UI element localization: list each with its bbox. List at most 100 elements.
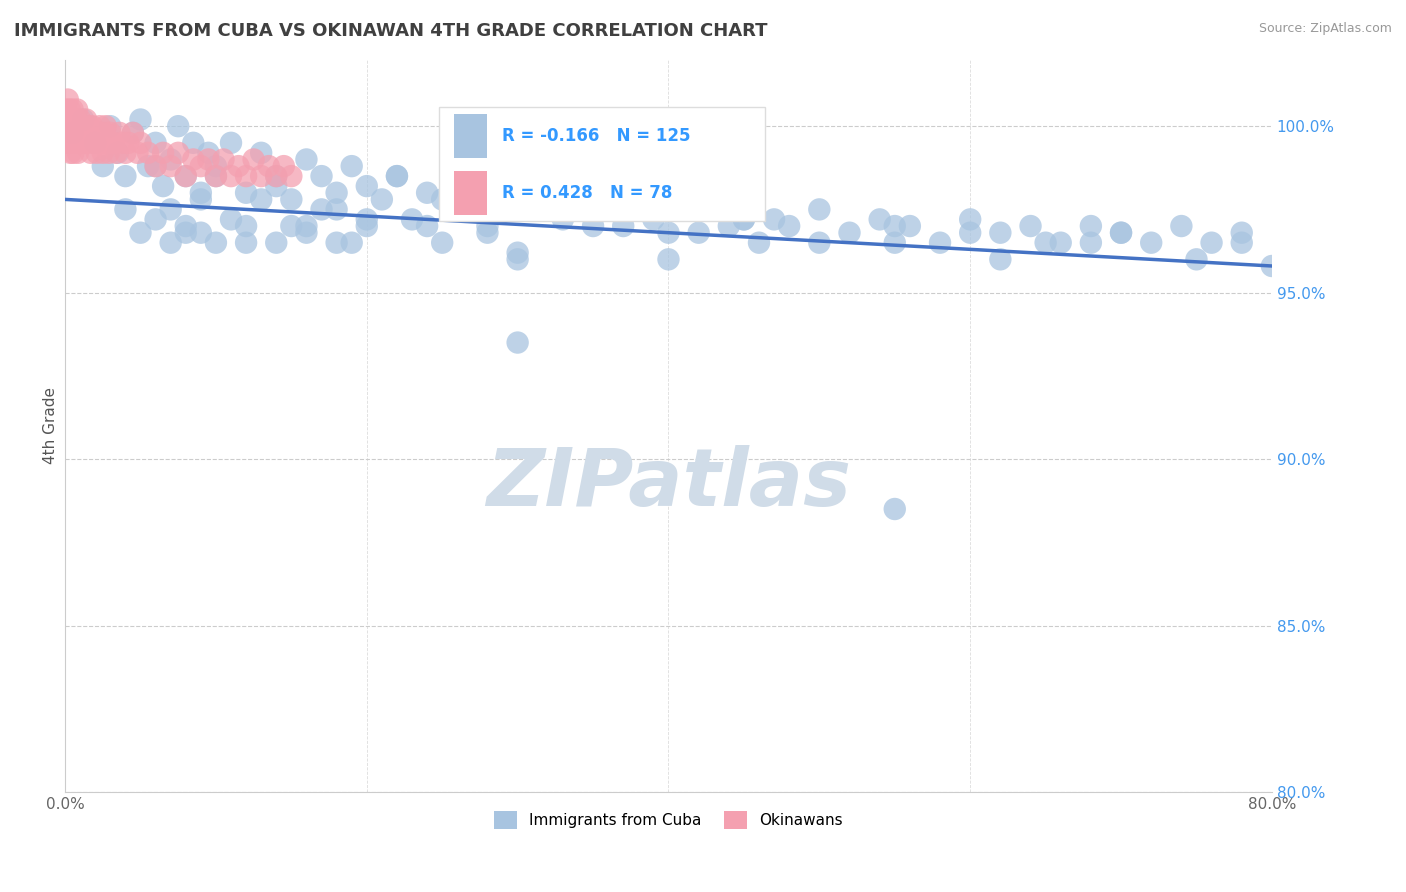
Point: [66, 103, 89, 117]
Point: [87, 126, 110, 140]
Point: [84, 136, 107, 150]
Point: [506, 245, 529, 260]
Point: [325, 202, 347, 217]
Point: [273, 159, 295, 173]
Point: [84, 126, 107, 140]
Point: [219, 136, 242, 150]
Point: [219, 212, 242, 227]
Point: [152, 179, 174, 194]
Point: [733, 193, 755, 207]
Point: [612, 219, 634, 233]
Point: [988, 252, 1011, 267]
Point: [91, 145, 114, 160]
Point: [325, 235, 347, 250]
Point: [340, 235, 363, 250]
Point: [117, 136, 139, 150]
Point: [883, 235, 905, 250]
Text: R = 0.428   N = 78: R = 0.428 N = 78: [502, 184, 672, 202]
Point: [717, 219, 740, 233]
Point: [688, 226, 710, 240]
Point: [311, 202, 333, 217]
Point: [733, 212, 755, 227]
Point: [432, 235, 454, 250]
Point: [205, 169, 228, 183]
Point: [264, 169, 287, 183]
Point: [205, 159, 228, 173]
Point: [416, 186, 439, 200]
Point: [58, 103, 80, 117]
Text: R = -0.166   N = 125: R = -0.166 N = 125: [502, 128, 690, 145]
Point: [94, 119, 117, 133]
Point: [205, 169, 228, 183]
Point: [235, 186, 257, 200]
Point: [264, 179, 287, 194]
Point: [145, 212, 167, 227]
Point: [446, 179, 468, 194]
Point: [582, 219, 605, 233]
Point: [1201, 235, 1223, 250]
Point: [84, 126, 107, 140]
Point: [58, 136, 80, 150]
Point: [136, 159, 159, 173]
Point: [159, 235, 181, 250]
Point: [506, 252, 529, 267]
Point: [280, 193, 302, 207]
Y-axis label: 4th Grade: 4th Grade: [44, 387, 58, 464]
FancyBboxPatch shape: [454, 114, 488, 158]
Point: [1185, 252, 1208, 267]
Point: [1230, 235, 1253, 250]
Point: [212, 153, 235, 167]
Point: [86, 145, 108, 160]
Point: [69, 112, 91, 127]
Point: [657, 186, 679, 200]
Point: [62, 103, 84, 117]
Point: [491, 186, 513, 200]
Point: [1019, 219, 1042, 233]
Point: [506, 335, 529, 350]
Point: [477, 219, 499, 233]
Point: [77, 119, 100, 133]
Point: [174, 219, 197, 233]
Point: [988, 226, 1011, 240]
Point: [114, 169, 136, 183]
Point: [657, 252, 679, 267]
Point: [325, 186, 347, 200]
Point: [145, 136, 167, 150]
Point: [959, 212, 981, 227]
Point: [598, 202, 620, 217]
Point: [62, 145, 84, 160]
Point: [65, 126, 87, 140]
Point: [145, 159, 167, 173]
Point: [401, 212, 423, 227]
Point: [280, 219, 302, 233]
Point: [190, 193, 212, 207]
Point: [190, 226, 212, 240]
Point: [80, 145, 103, 160]
Point: [75, 112, 97, 127]
Point: [522, 193, 544, 207]
Point: [136, 145, 159, 160]
Point: [66, 145, 89, 160]
Point: [356, 212, 378, 227]
Point: [506, 202, 529, 217]
Point: [105, 145, 128, 160]
Point: [127, 145, 149, 160]
Point: [1049, 235, 1071, 250]
Point: [235, 219, 257, 233]
Point: [59, 145, 82, 160]
Point: [1080, 219, 1102, 233]
Point: [152, 145, 174, 160]
Point: [567, 193, 589, 207]
Point: [83, 136, 105, 150]
Point: [76, 126, 98, 140]
Point: [929, 235, 952, 250]
Point: [72, 126, 94, 140]
Point: [174, 226, 197, 240]
Point: [56, 112, 79, 127]
Point: [70, 126, 93, 140]
Point: [1109, 226, 1132, 240]
Point: [733, 212, 755, 227]
Point: [280, 169, 302, 183]
Text: Source: ZipAtlas.com: Source: ZipAtlas.com: [1258, 22, 1392, 36]
Point: [898, 219, 921, 233]
